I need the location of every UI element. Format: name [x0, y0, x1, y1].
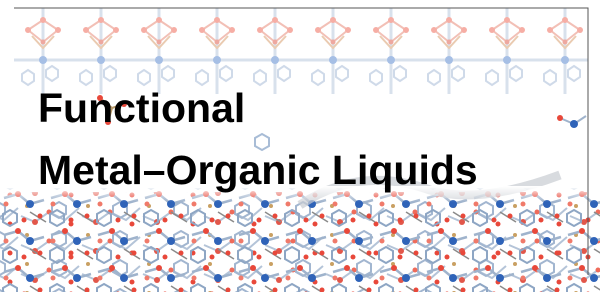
- title-line: Functional: [38, 85, 245, 131]
- title-line: Metal–Organic Liquids: [38, 147, 478, 193]
- page: Functional Metal–Organic Liquids (() => …: [0, 0, 600, 292]
- crystal-lattice: [14, 8, 588, 94]
- graphic: Functional Metal–Organic Liquids: [0, 0, 600, 292]
